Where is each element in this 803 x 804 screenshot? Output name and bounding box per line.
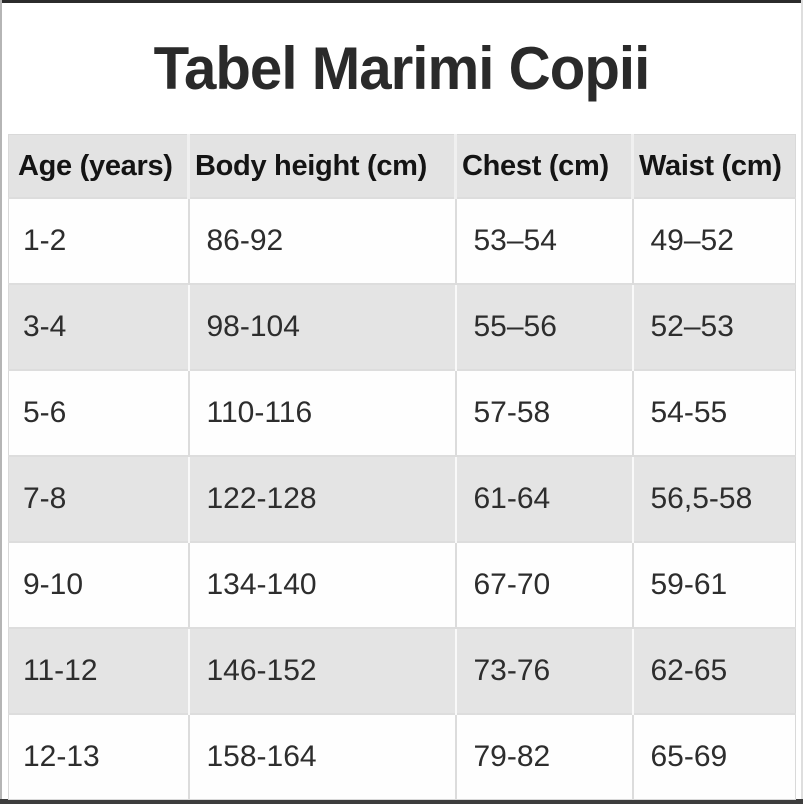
table-cell: 65-69: [631, 713, 796, 800]
table-cell: 62-65: [631, 627, 796, 714]
column-header-waist: Waist (cm): [631, 134, 796, 198]
table-header-row: Age (years) Body height (cm) Chest (cm) …: [8, 134, 796, 198]
table-cell: 49–52: [631, 197, 796, 284]
table-cell: 9-10: [8, 541, 189, 628]
table-cell: 5-6: [8, 369, 189, 456]
table-cell: 158-164: [187, 713, 456, 800]
table-cell: 7-8: [8, 455, 189, 542]
table-cell: 61-64: [454, 455, 633, 542]
table-cell: 79-82: [454, 713, 633, 800]
screenshot-top-border: [0, 0, 803, 3]
table-cell: 52–53: [631, 283, 796, 370]
table-cell: 53–54: [454, 197, 633, 284]
table-cell: 67-70: [454, 541, 633, 628]
table-row: 11-12 146-152 73-76 62-65: [8, 627, 796, 714]
column-header-age: Age (years): [8, 134, 189, 198]
table-cell: 55–56: [454, 283, 633, 370]
table-row: 12-13 158-164 79-82 65-69: [8, 713, 796, 800]
table-cell: 12-13: [8, 713, 189, 800]
table-row: 3-4 98-104 55–56 52–53: [8, 283, 796, 370]
table-row: 9-10 134-140 67-70 59-61: [8, 541, 796, 628]
column-header-body-height: Body height (cm): [187, 134, 456, 198]
table-cell: 73-76: [454, 627, 633, 714]
table-cell: 110-116: [187, 369, 456, 456]
table-row: 5-6 110-116 57-58 54-55: [8, 369, 796, 456]
column-header-chest: Chest (cm): [454, 134, 633, 198]
table-cell: 1-2: [8, 197, 189, 284]
table-cell: 86-92: [187, 197, 456, 284]
table-row: 7-8 122-128 61-64 56,5-58: [8, 455, 796, 542]
table-cell: 146-152: [187, 627, 456, 714]
screenshot-left-border: [0, 0, 2, 804]
table-cell: 3-4: [8, 283, 189, 370]
table-row: 1-2 86-92 53–54 49–52: [8, 197, 796, 284]
table-cell: 11-12: [8, 627, 189, 714]
table-cell: 54-55: [631, 369, 796, 456]
size-table-body: 1-2 86-92 53–54 49–52 3-4 98-104 55–56 52–53 5-6…: [8, 197, 796, 800]
children-size-table: Age (years) Body height (cm) Chest (cm) …: [8, 134, 796, 800]
table-cell: 134-140: [187, 541, 456, 628]
table-cell: 57-58: [454, 369, 633, 456]
table-cell: 122-128: [187, 455, 456, 542]
screenshot-right-border: [801, 0, 803, 804]
table-cell: 56,5-58: [631, 455, 796, 542]
table-cell: 98-104: [187, 283, 456, 370]
page-title: Tabel Marimi Copii: [153, 35, 651, 102]
screenshot-bottom-border: [0, 799, 803, 804]
table-cell: 59-61: [631, 541, 796, 628]
